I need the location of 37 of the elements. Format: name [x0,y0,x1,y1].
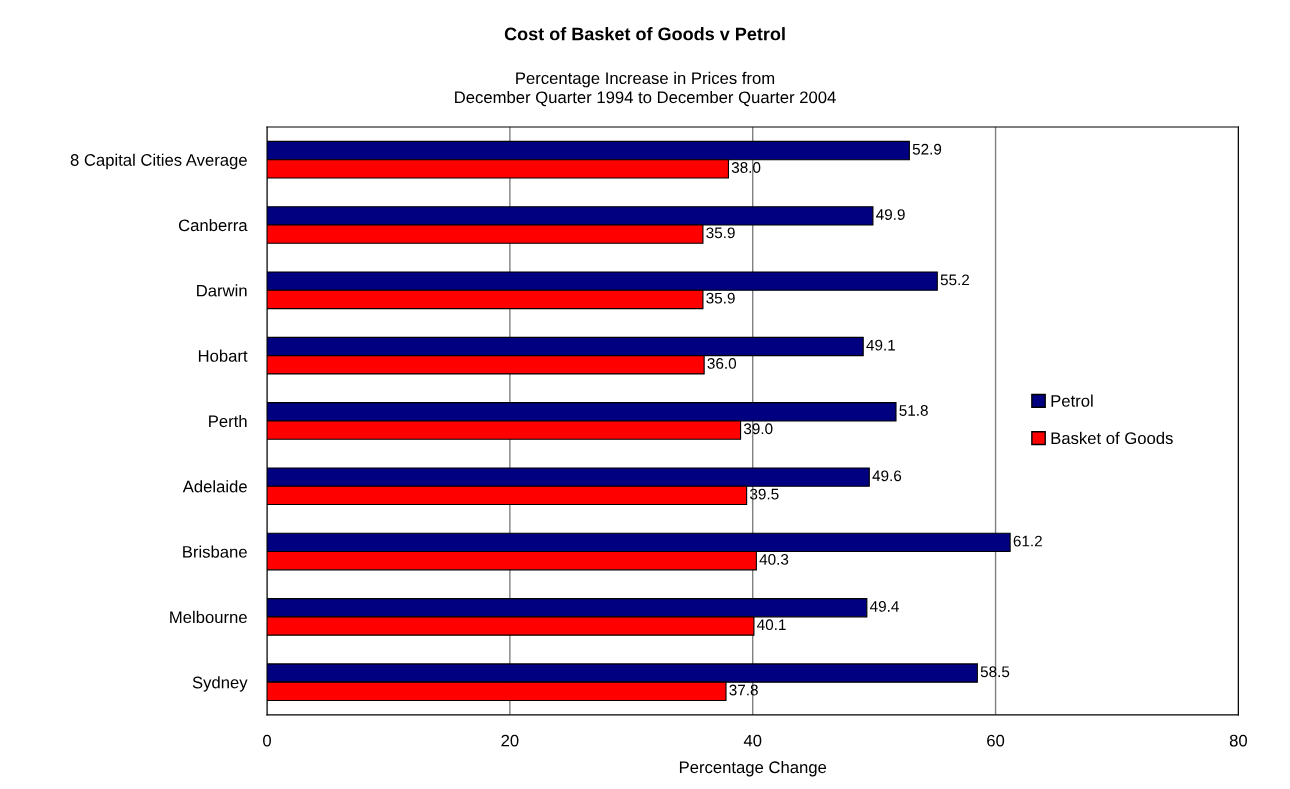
x-tick-label: 0 [263,734,272,747]
data-label: 49.6 [872,470,902,482]
data-label: 61.2 [1013,535,1042,547]
y-tick-label: Darwin [197,284,247,297]
data-label: 38.0 [731,162,761,173]
data-label: 55.2 [940,274,970,286]
y-tick-label: 8 Capital Cities Average [70,153,247,170]
y-tick-label: Canberra [178,218,248,232]
y-tick-label: Hobart [198,349,248,362]
data-label: 39.0 [743,423,773,435]
y-tick-label: Brisbane [183,545,247,558]
data-label: 49.4 [869,601,899,612]
y-tick-label: Melbourne [170,610,247,624]
data-label: 58.5 [980,666,1010,678]
data-label: 40.3 [759,553,789,565]
data-label: 35.9 [706,292,735,304]
chart-title: Cost of Basket of Goods v Petrol [504,27,785,41]
x-tick-label: 60 [987,734,1005,747]
x-axis-title: Percentage Change [679,760,827,777]
legend-label: Petrol [1051,394,1093,407]
chart-subtitle: Percentage Increase in Prices from December Quarter 1994 to December Quarter 2004 [455,71,836,107]
data-label: 36.0 [707,358,737,369]
y-tick-label: Perth [209,414,247,428]
data-label: 40.1 [757,619,786,631]
data-label: 52.9 [912,143,942,155]
data-label: 49.1 [866,339,895,351]
data-label: 37.8 [729,684,758,696]
legend-label: Basket of Goods [1051,431,1173,445]
data-label: 49.9 [876,209,905,220]
data-label: 35.9 [706,227,735,239]
data-label: 51.8 [899,405,928,416]
y-tick-label: Adelaide [182,480,247,493]
y-tick-label: Sydney [192,676,248,692]
x-tick-label: 20 [501,734,519,747]
x-tick-label: 40 [743,734,762,747]
data-label: 39.5 [750,488,779,500]
x-tick-label: 80 [1229,734,1248,747]
